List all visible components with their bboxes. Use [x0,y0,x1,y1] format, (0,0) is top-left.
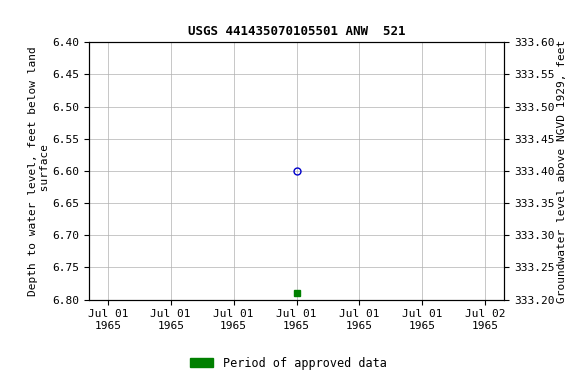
Legend: Period of approved data: Period of approved data [185,352,391,374]
Title: USGS 441435070105501 ANW  521: USGS 441435070105501 ANW 521 [188,25,406,38]
Y-axis label: Depth to water level, feet below land
 surface: Depth to water level, feet below land su… [28,46,50,296]
Y-axis label: Groundwater level above NGVD 1929, feet: Groundwater level above NGVD 1929, feet [557,39,567,303]
